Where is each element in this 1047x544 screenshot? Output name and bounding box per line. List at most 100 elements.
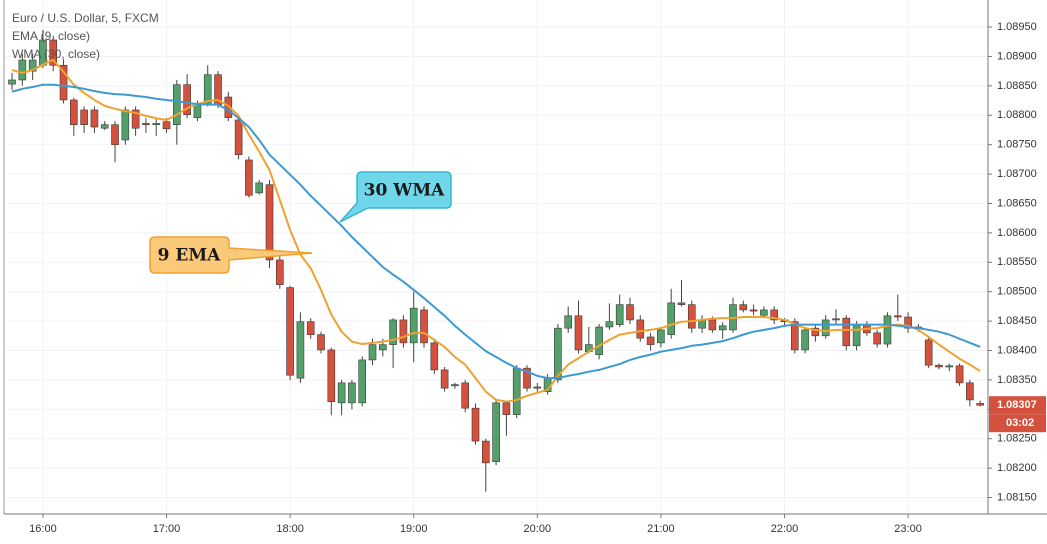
candle-body xyxy=(770,309,778,321)
candle-body xyxy=(646,336,655,345)
candle-body xyxy=(687,304,696,329)
candle-body xyxy=(924,339,933,366)
x-tick-label: 18:00 xyxy=(276,523,304,535)
candle-body xyxy=(667,302,675,335)
indicator-line xyxy=(11,83,981,380)
y-tick-label: 1.08150 xyxy=(997,491,1037,503)
candle-body xyxy=(265,184,274,261)
wma-callout: 30 WMA xyxy=(339,171,452,223)
y-tick-label: 1.08200 xyxy=(997,462,1037,474)
candle-body xyxy=(183,84,191,115)
candle-body xyxy=(409,307,418,344)
candle-body xyxy=(657,329,665,344)
y-tick-label: 1.08850 xyxy=(997,80,1037,92)
candle-body xyxy=(70,99,78,125)
candle-body xyxy=(121,109,130,141)
candle-body xyxy=(955,365,964,384)
countdown-label: 03:02 xyxy=(1006,417,1034,429)
y-tick-label: 1.08450 xyxy=(997,315,1037,327)
y-tick-label: 1.08350 xyxy=(997,374,1037,386)
candle-body xyxy=(255,182,264,194)
x-tick-label: 21:00 xyxy=(647,523,675,535)
candle-body xyxy=(883,315,892,345)
candle-body xyxy=(564,315,573,329)
candle-body xyxy=(131,109,140,129)
candle-body xyxy=(173,84,181,125)
candle-body xyxy=(801,329,809,351)
candle-body xyxy=(904,316,912,329)
legend-entry: EMA (9, close) xyxy=(12,29,90,43)
y-tick-label: 1.08950 xyxy=(997,21,1037,33)
candle-body xyxy=(626,304,634,321)
candle-body xyxy=(708,319,717,331)
candle-body xyxy=(595,326,603,355)
candle-body xyxy=(306,321,315,335)
candle-body xyxy=(821,319,830,337)
candle-body xyxy=(533,386,542,389)
callout-box xyxy=(339,171,452,223)
candle-body xyxy=(935,364,943,368)
x-tick-label: 23:00 xyxy=(894,523,922,535)
y-tick-label: 1.08700 xyxy=(997,168,1037,180)
y-tick-label: 1.08750 xyxy=(997,139,1037,151)
plot-area xyxy=(8,29,984,492)
candle-body xyxy=(832,318,840,321)
candle-body xyxy=(976,403,984,406)
candle-body xyxy=(873,332,881,345)
countdown-box xyxy=(989,414,1046,433)
candle-body xyxy=(440,369,449,389)
x-tick-label: 17:00 xyxy=(153,523,181,535)
candle-body xyxy=(317,334,325,351)
y-tick-label: 1.08400 xyxy=(997,344,1037,356)
candle-body xyxy=(162,121,171,130)
candle-body xyxy=(399,319,408,344)
candle-body xyxy=(842,317,851,347)
candle-body xyxy=(337,382,346,404)
candle-body xyxy=(760,309,768,316)
candle-body xyxy=(59,64,68,101)
x-tick-label: 22:00 xyxy=(771,523,799,535)
y-tick-label: 1.08800 xyxy=(997,109,1037,121)
candle-body xyxy=(852,324,861,347)
candle-body xyxy=(482,440,490,464)
candle-body xyxy=(368,344,377,361)
candle-body xyxy=(574,315,583,351)
candle-body xyxy=(296,321,305,379)
candle-body xyxy=(111,124,119,145)
candle-body xyxy=(100,124,109,129)
y-tick-label: 1.08550 xyxy=(997,256,1037,268)
candle-body xyxy=(90,109,99,128)
candle-body xyxy=(28,59,37,72)
candle-body xyxy=(142,123,150,125)
candle-body xyxy=(379,344,387,351)
candle-body xyxy=(749,309,758,312)
candle-body xyxy=(523,367,531,389)
candle-body xyxy=(451,384,459,387)
y-tick-label: 1.08600 xyxy=(997,227,1037,239)
indicator-line xyxy=(11,58,981,403)
candle-body xyxy=(327,349,336,402)
candle-body xyxy=(245,159,253,196)
y-tick-label: 1.08650 xyxy=(997,197,1037,209)
candle-body xyxy=(739,304,748,311)
candle-body xyxy=(234,119,243,155)
chart-title: Euro / U.S. Dollar, 5, FXCM xyxy=(12,11,159,25)
candle-body xyxy=(512,367,521,415)
candle-body xyxy=(286,287,294,376)
x-tick-label: 19:00 xyxy=(400,523,428,535)
candle-body xyxy=(677,302,686,305)
candle-body xyxy=(358,359,367,404)
candle-body xyxy=(945,365,954,368)
candle-body xyxy=(430,342,439,371)
last-price-label: 1.08307 xyxy=(997,399,1037,411)
candle-body xyxy=(605,321,614,328)
candle-body xyxy=(193,104,202,118)
candle-body xyxy=(18,59,27,81)
callout-label: 9 EMA xyxy=(158,246,222,266)
candle-body xyxy=(471,407,480,442)
candle-body xyxy=(636,319,645,339)
last-price-box xyxy=(989,396,1046,415)
candle-body xyxy=(8,79,16,85)
candle-body xyxy=(420,309,428,344)
